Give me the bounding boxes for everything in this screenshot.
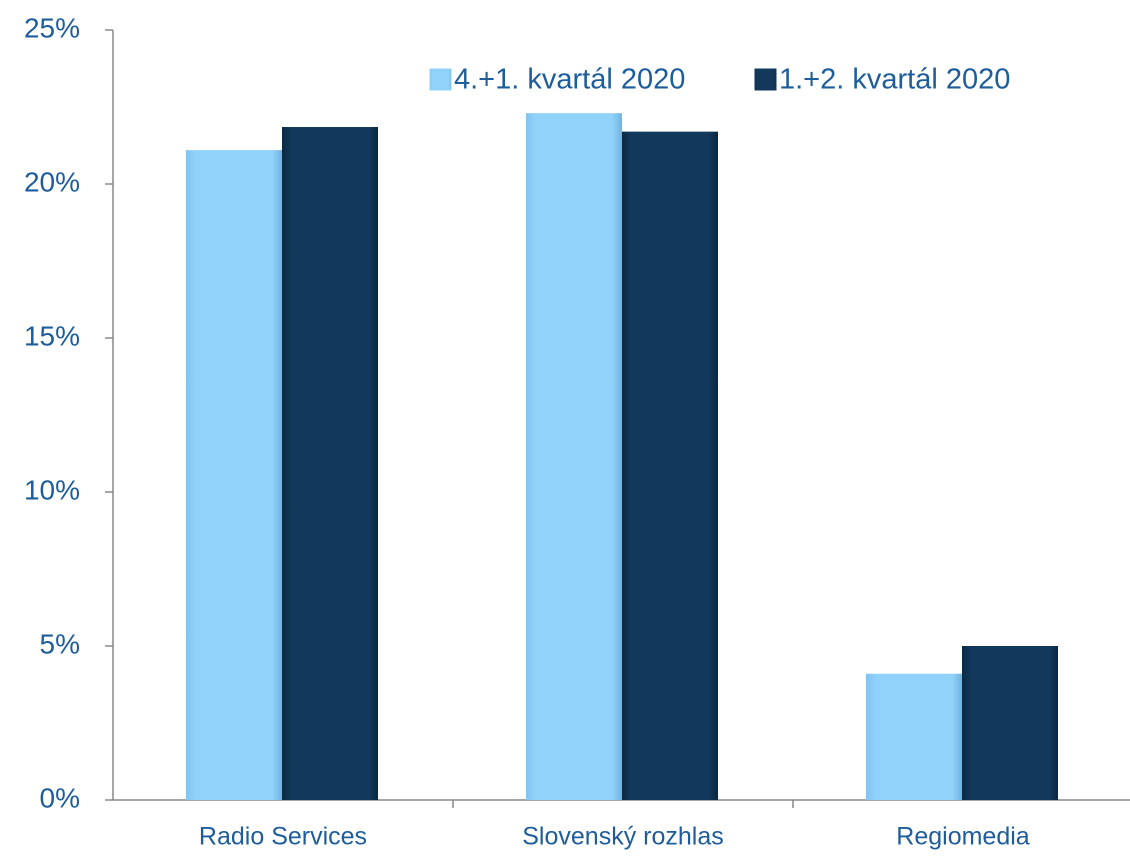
bar xyxy=(962,646,1058,800)
y-tick-label: 15% xyxy=(24,320,80,351)
legend-swatch xyxy=(754,68,777,91)
y-tick-label: 10% xyxy=(24,474,80,505)
bar xyxy=(282,127,378,800)
bar xyxy=(622,131,718,800)
y-tick-label: 0% xyxy=(40,782,80,813)
x-tick-label: Regiomedia xyxy=(896,823,1030,851)
x-tick-label: Radio Services xyxy=(199,823,367,851)
bar xyxy=(186,150,282,800)
x-tick-label: Slovenský rozhlas xyxy=(522,823,723,851)
bar xyxy=(526,113,622,800)
y-tick-label: 20% xyxy=(24,166,80,197)
legend-label: 4.+1. kvartál 2020 xyxy=(454,64,685,96)
y-tick-label: 5% xyxy=(40,628,80,659)
y-tick-label: 25% xyxy=(24,12,80,43)
bar xyxy=(866,673,962,800)
legend-label: 1.+2. kvartál 2020 xyxy=(779,64,1010,96)
legend-swatch xyxy=(429,68,452,91)
